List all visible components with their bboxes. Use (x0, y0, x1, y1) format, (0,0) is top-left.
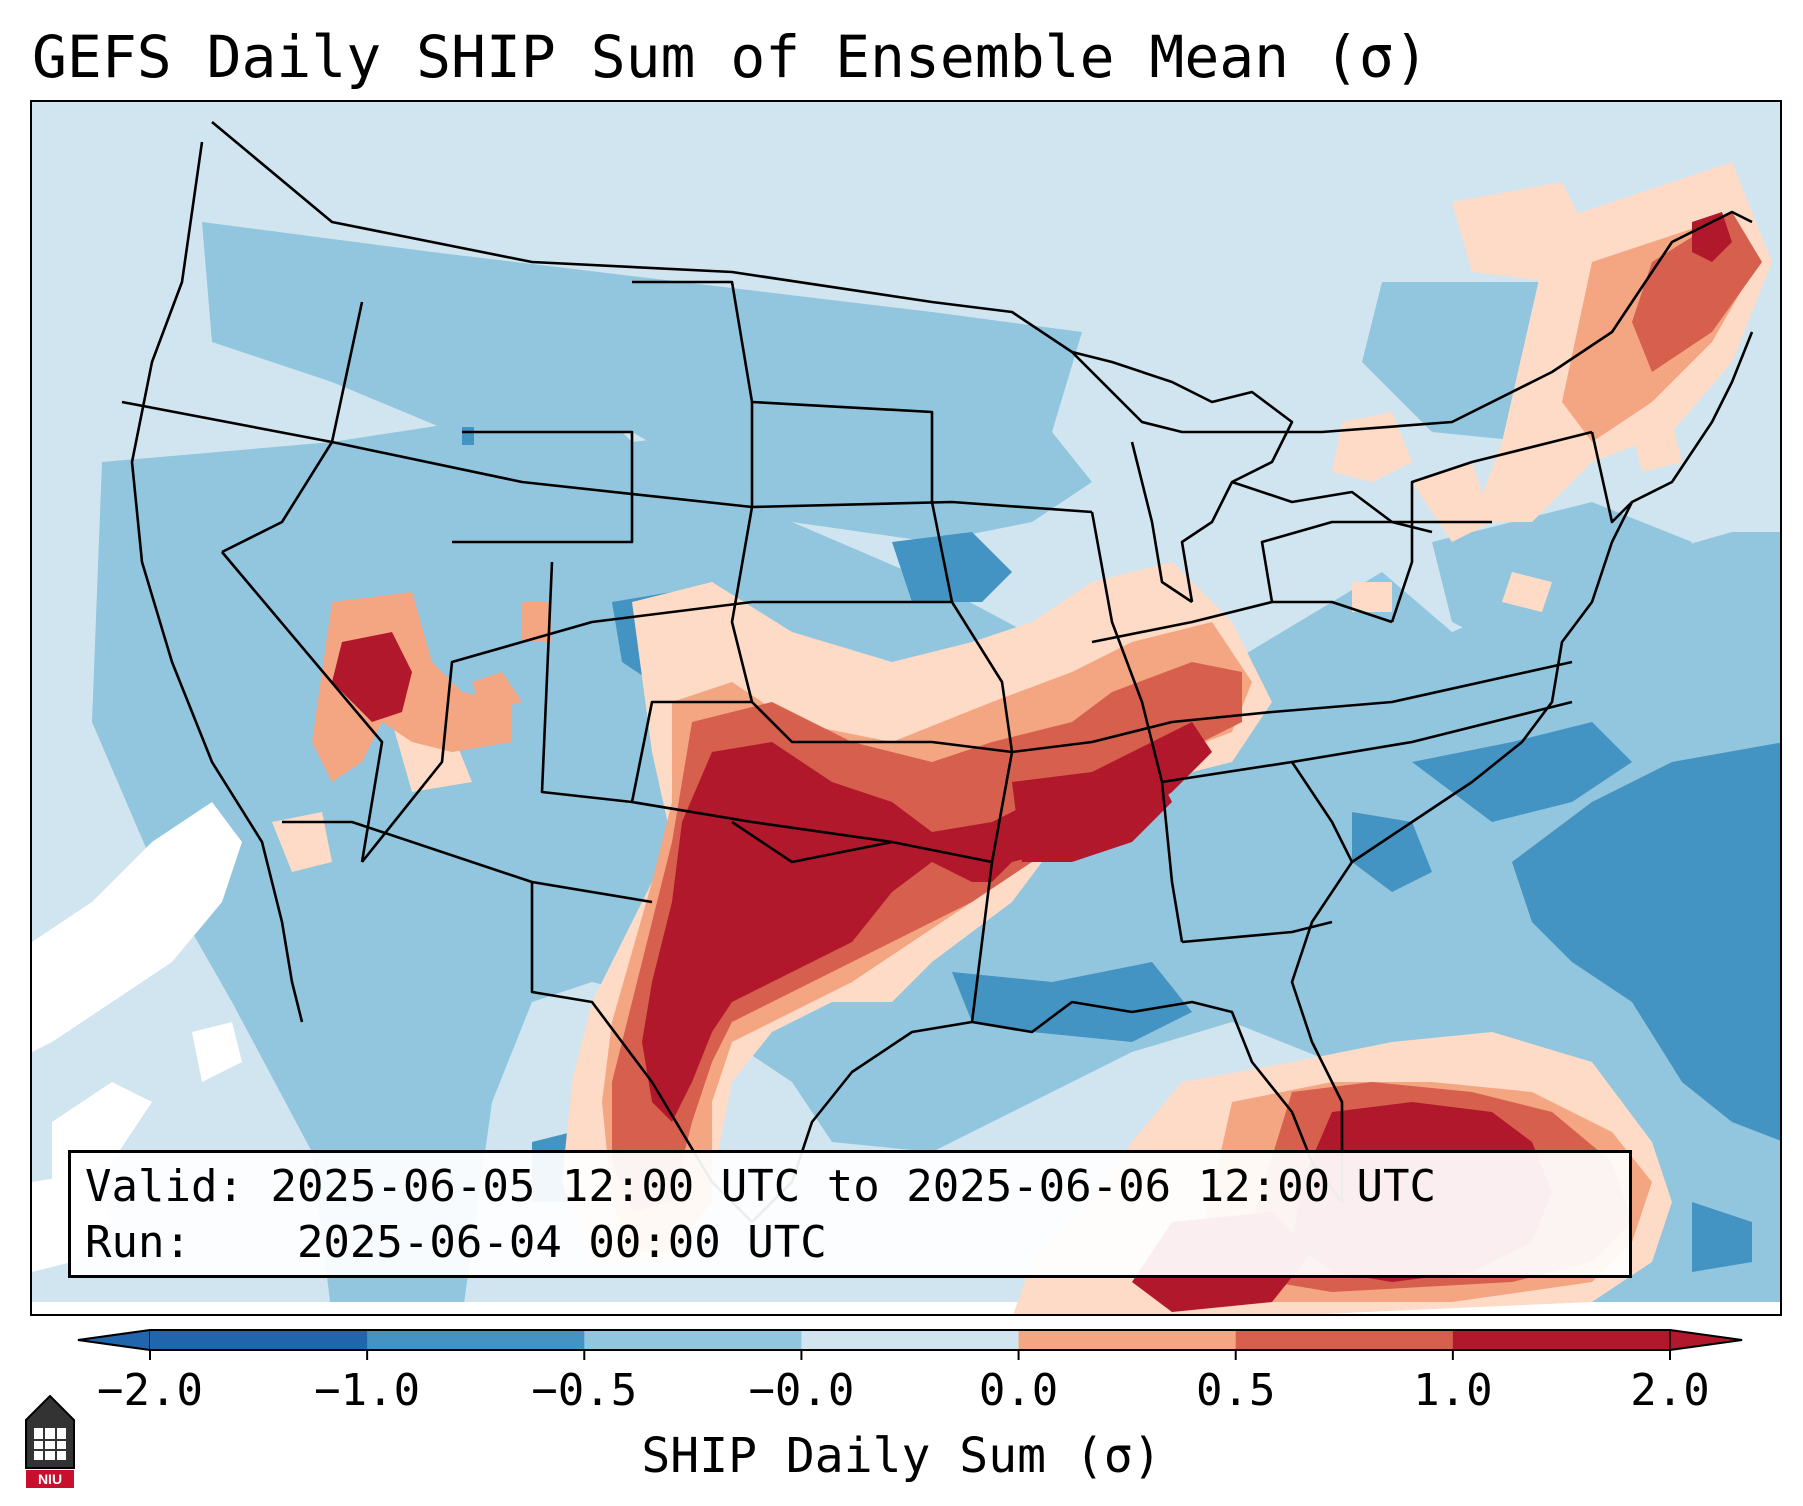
pacific-coast (130, 141, 304, 1023)
colorbar-segment (1452, 1330, 1671, 1350)
colorbar-label: SHIP Daily Sum (σ) (641, 1428, 1162, 1484)
colorbar-tick-label: −2.0 (97, 1365, 203, 1416)
valid-value: 2025-06-05 12:00 UTC to 2025-06-06 12:00… (270, 1161, 1437, 1212)
map-panel (30, 100, 1782, 1316)
colorbar-segment (1235, 1330, 1454, 1350)
colorbar-segment (150, 1330, 368, 1350)
colorbar-segment (1018, 1330, 1237, 1350)
run-label: Run: (85, 1217, 191, 1268)
colorbar-tick-label: 0.0 (978, 1365, 1059, 1416)
colorbar-tick-label: 0.5 (1195, 1365, 1276, 1416)
colorbar-extend-high (1669, 1329, 1743, 1351)
colorbar-tick-label: 2.0 (1630, 1365, 1710, 1416)
colorbar-segment (584, 1330, 802, 1350)
run-value: 2025-06-04 00:00 UTC (296, 1217, 827, 1268)
colorbar (77, 1329, 1743, 1360)
us-canada-border (211, 121, 1753, 434)
valid-label: Valid: (85, 1161, 244, 1212)
validity-info-box: Valid: 2025-06-05 12:00 UTC to 2025-06-0… (68, 1150, 1632, 1278)
atlantic-coast (1290, 331, 1754, 1202)
map-title: GEFS Daily SHIP Sum of Ensemble Mean (σ) (32, 23, 1429, 91)
colorbar-tick-label: −0.0 (748, 1365, 855, 1416)
ship-field-map (32, 102, 1780, 1314)
colorbar-segment (367, 1330, 585, 1350)
colorbar-tick-label: 1.0 (1413, 1365, 1493, 1416)
colorbar-tick-label: −0.5 (531, 1365, 638, 1416)
colorbar-extend-low (77, 1329, 151, 1351)
colorbar-segment (801, 1330, 1020, 1350)
niu-logo-icon: NIU (25, 1394, 75, 1488)
logo-text: NIU (38, 1471, 62, 1487)
logo-badge (26, 1470, 74, 1488)
colorbar-tick-label: −1.0 (314, 1365, 421, 1416)
